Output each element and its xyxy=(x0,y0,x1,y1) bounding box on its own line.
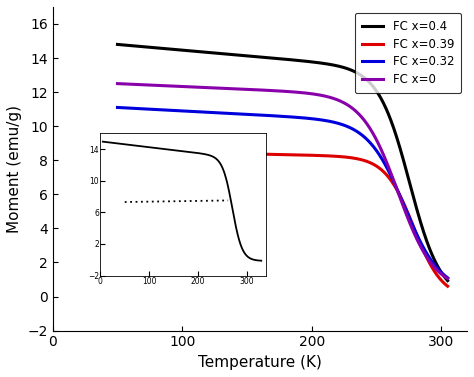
FC x=0.32 xyxy=(399,198,405,202)
FC x=0.32 xyxy=(445,276,450,280)
FC x=0.4 xyxy=(445,278,450,283)
FC x=0.39 xyxy=(135,149,141,153)
FC x=0.32 xyxy=(325,119,331,123)
FC x=0.39 xyxy=(315,153,321,158)
FC x=0.32 xyxy=(365,138,371,143)
FC x=0.39 xyxy=(445,284,450,288)
FC x=0.39 xyxy=(399,197,405,201)
FC x=0.32 xyxy=(315,117,321,122)
Y-axis label: Moment (emu/g): Moment (emu/g) xyxy=(7,105,22,233)
FC x=0 xyxy=(315,92,321,97)
Line: FC x=0.32: FC x=0.32 xyxy=(118,107,447,278)
FC x=0 xyxy=(135,82,141,87)
FC x=0.32 xyxy=(306,116,312,121)
FC x=0 xyxy=(306,91,312,96)
FC x=0 xyxy=(399,200,405,204)
FC x=0.4 xyxy=(115,42,120,47)
FC x=0.4 xyxy=(135,44,141,49)
Legend: FC x=0.4, FC x=0.39, FC x=0.32, FC x=0: FC x=0.4, FC x=0.39, FC x=0.32, FC x=0 xyxy=(355,13,461,93)
Line: FC x=0.39: FC x=0.39 xyxy=(118,151,447,286)
FC x=0 xyxy=(365,123,371,127)
Line: FC x=0: FC x=0 xyxy=(118,84,447,279)
FC x=0.39 xyxy=(365,159,371,164)
FC x=0.39 xyxy=(306,153,312,158)
FC x=0.4 xyxy=(365,78,371,83)
FC x=0.4 xyxy=(315,60,321,65)
Line: FC x=0.4: FC x=0.4 xyxy=(118,44,447,280)
FC x=0.32 xyxy=(115,105,120,110)
FC x=0.39 xyxy=(115,149,120,153)
FC x=0 xyxy=(115,81,120,86)
FC x=0.32 xyxy=(135,106,141,111)
FC x=0.4 xyxy=(399,152,405,156)
FC x=0 xyxy=(325,95,331,99)
FC x=0.39 xyxy=(325,153,331,158)
FC x=0.4 xyxy=(325,62,331,66)
FC x=0 xyxy=(445,276,450,281)
FC x=0.4 xyxy=(306,59,312,64)
X-axis label: Temperature (K): Temperature (K) xyxy=(198,355,322,370)
